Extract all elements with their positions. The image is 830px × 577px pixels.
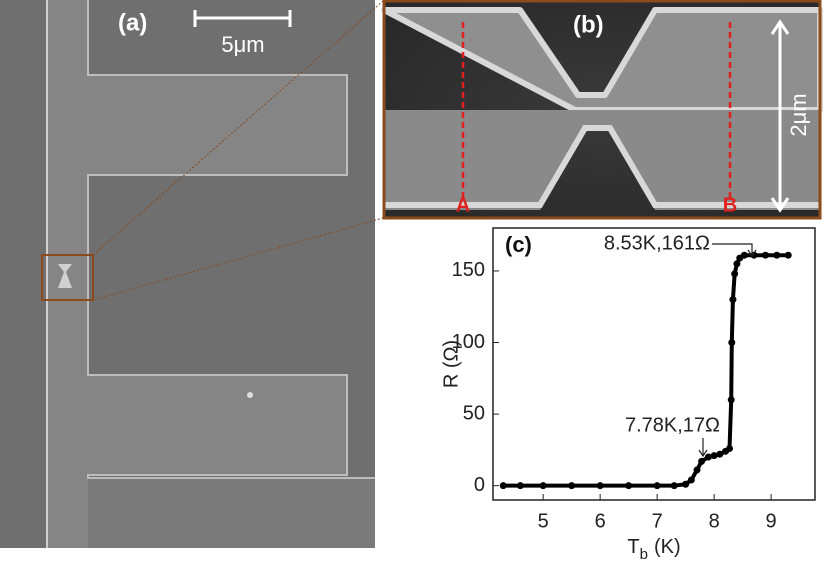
data-point [726,444,734,452]
marker-label: B [723,194,737,216]
x-axis-label: Tb (K) [627,536,680,563]
marker-label: A [456,194,470,216]
data-point [731,270,739,278]
axes-frame [492,227,816,501]
y-tick-label: 150 [452,259,485,281]
panel-label: (c) [505,232,532,257]
data-point [670,482,678,490]
zoom-lines [92,0,384,301]
data-point [710,452,718,460]
data-point [568,482,576,490]
data-point [761,251,769,259]
x-tick-label: 5 [538,510,549,532]
data-point [596,482,604,490]
data-point [727,396,735,404]
data-point [704,453,712,461]
x-tick-label: 8 [709,510,720,532]
y-tick-label: 0 [474,474,485,496]
y-axis-label: R (Ω) [440,340,462,388]
annotation-arrow [698,438,708,458]
data-point [539,482,547,490]
data-point [698,457,706,465]
data-point [728,339,736,347]
annotation: 7.78K,17Ω [625,414,720,436]
x-axis-label-part: (K) [654,536,681,558]
data-point [693,466,701,474]
scale-bar-label: 5μm [221,32,264,57]
sem-image-b: (b) A B 2μm [381,0,823,220]
panel-label: (a) [118,9,147,36]
data-point [653,482,661,490]
sem-image-a: (a) 5μm [0,0,375,548]
data-point [773,251,781,259]
data-point [687,476,695,484]
data-point [740,251,748,259]
x-tick-label: 9 [766,510,777,532]
data-point [499,482,507,490]
scale-bar-label: 2μm [786,93,811,136]
data-point [682,480,690,488]
x-axis-label-part: b [640,546,648,563]
data-point [625,482,633,490]
plot: 5 6 7 8 9 0 50 100 150 (c) 8.53K,161Ω 7.78K,17Ω R (Ω… [440,227,816,563]
data-point [516,482,524,490]
annotation: 8.53K,161Ω [604,232,710,254]
panel-label: (b) [573,11,604,38]
y-tick-label: 50 [463,402,485,424]
y-tick-label: 100 [452,331,485,353]
data-point [784,251,792,259]
data-point [716,450,724,458]
annotation-arrow [712,243,757,258]
data-point [733,260,741,268]
data-point [729,296,737,304]
x-tick-label: 6 [595,510,606,532]
x-axis-label-part: T [627,536,639,558]
x-tick-label: 7 [652,510,663,532]
